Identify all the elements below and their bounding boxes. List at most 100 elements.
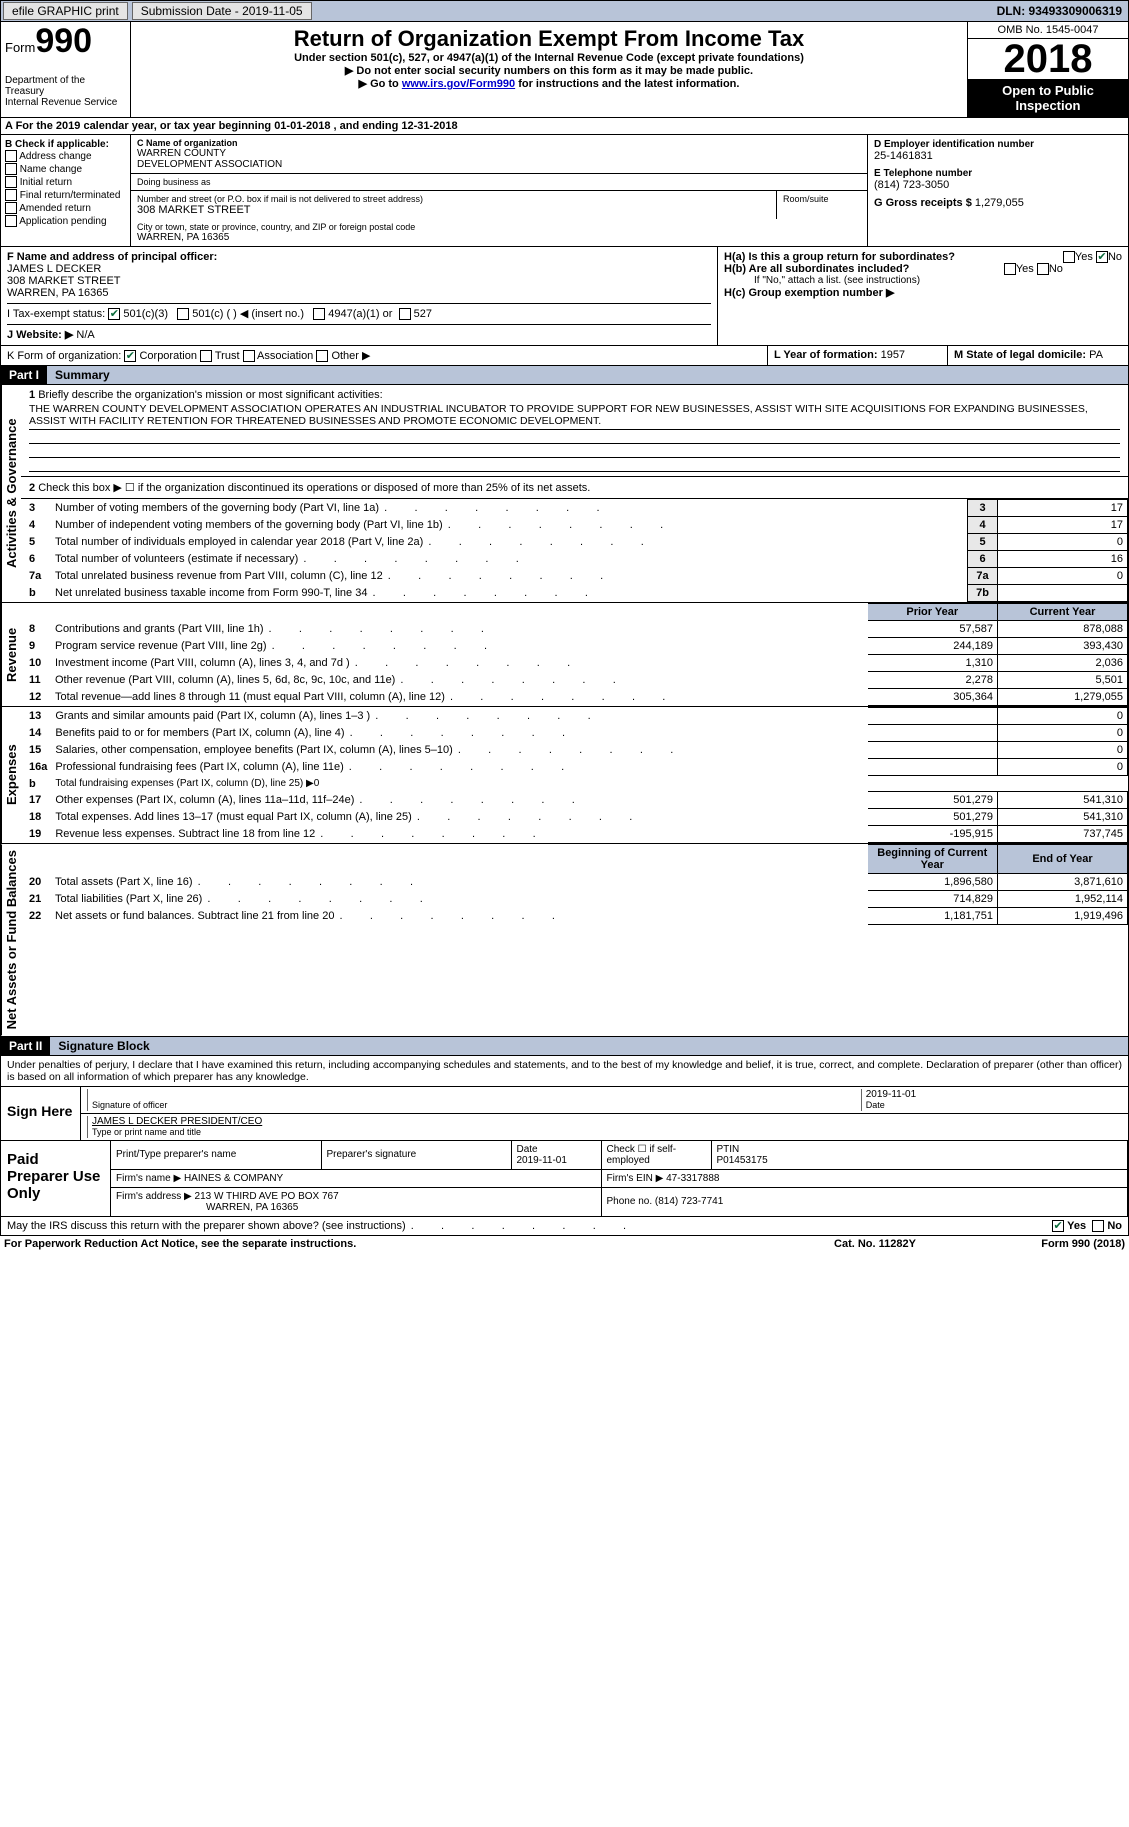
chk-name-change[interactable]: Name change	[5, 163, 126, 176]
chk-corporation[interactable]	[124, 350, 136, 362]
sign-here-block: Sign Here Signature of officer 2019-11-0…	[0, 1087, 1129, 1141]
cat-no: Cat. No. 11282Y	[785, 1238, 965, 1250]
footer-line: For Paperwork Reduction Act Notice, see …	[0, 1236, 1129, 1252]
city-label: City or town, state or province, country…	[137, 222, 861, 232]
discuss-no[interactable]	[1092, 1220, 1104, 1232]
part-i-bar: Part I Summary	[0, 366, 1129, 385]
part-ii-bar: Part II Signature Block	[0, 1037, 1129, 1056]
q1-num: 1	[29, 389, 35, 401]
summary-netassets: Net Assets or Fund Balances Beginning of…	[0, 844, 1129, 1036]
summary-label: Summary	[47, 366, 1128, 384]
efile-print-button[interactable]: efile GRAPHIC print	[3, 2, 128, 20]
form-ref: Form 990 (2018)	[965, 1238, 1125, 1250]
hb-label: H(b) Are all subordinates included?	[724, 263, 909, 275]
vlabel-expenses: Expenses	[1, 707, 21, 843]
part-i-label: Part I	[1, 366, 47, 384]
section-f: F Name and address of principal officer:…	[1, 247, 718, 345]
officer-name: JAMES L DECKER	[7, 263, 101, 275]
prep-date: Date2019-11-01	[511, 1141, 601, 1170]
dba-cell: Doing business as	[131, 174, 867, 191]
submission-date-button[interactable]: Submission Date - 2019-11-05	[132, 2, 312, 20]
perjury-statement: Under penalties of perjury, I declare th…	[0, 1056, 1129, 1087]
header-right: OMB No. 1545-0047 2018 Open to Public In…	[968, 22, 1128, 117]
blank-3	[29, 458, 1120, 472]
chk-final-return[interactable]: Final return/terminated	[5, 189, 126, 202]
instruction-line-2: ▶ Go to www.irs.gov/Form990 for instruct…	[135, 77, 963, 90]
firm-address: Firm's address ▶ 213 W THIRD AVE PO BOX …	[111, 1187, 601, 1216]
discuss-text: May the IRS discuss this return with the…	[7, 1220, 1052, 1232]
officer-addr: 308 MARKET STREET	[7, 275, 121, 287]
ha-yes[interactable]	[1063, 251, 1075, 263]
chk-4947[interactable]	[313, 308, 325, 320]
section-f-h: F Name and address of principal officer:…	[0, 247, 1129, 346]
irs-discuss-row: May the IRS discuss this return with the…	[0, 1217, 1129, 1236]
hb-no[interactable]	[1037, 263, 1049, 275]
summary-revenue: Revenue Prior YearCurrent Year8Contribut…	[0, 603, 1129, 707]
prep-signature: Preparer's signature	[321, 1141, 511, 1170]
section-l: L Year of formation: 1957	[768, 346, 948, 365]
q2-num: 2	[29, 482, 35, 494]
q2-text: Check this box ▶ ☐ if the organization d…	[38, 482, 590, 494]
officer-label: F Name and address of principal officer:	[7, 251, 217, 263]
vlabel-governance: Activities & Governance	[1, 385, 21, 602]
chk-address-change[interactable]: Address change	[5, 150, 126, 163]
revenue-table: Prior YearCurrent Year8Contributions and…	[21, 603, 1128, 706]
chk-501c3[interactable]	[108, 308, 120, 320]
header-left: Form990 Department of the Treasury Inter…	[1, 22, 131, 117]
q2-block: 2 Check this box ▶ ☐ if the organization…	[21, 477, 1128, 499]
org-name-label: C Name of organization	[137, 138, 861, 148]
section-d-e-g: D Employer identification number 25-1461…	[868, 135, 1128, 246]
gross-receipts-label: G Gross receipts $	[874, 197, 972, 209]
section-k-l-m: K Form of organization: Corporation Trus…	[0, 346, 1129, 366]
blank-1	[29, 430, 1120, 444]
officer-signature-field[interactable]: Signature of officer	[87, 1089, 861, 1111]
irs-label: Internal Revenue Service	[5, 97, 126, 108]
city-cell: City or town, state or province, country…	[131, 219, 867, 246]
dba-label: Doing business as	[137, 177, 861, 187]
hb-yes[interactable]	[1004, 263, 1016, 275]
q1-text: Briefly describe the organization's miss…	[38, 389, 382, 401]
discuss-yes[interactable]	[1052, 1220, 1064, 1232]
opt-527: 527	[414, 308, 432, 320]
phone-label: E Telephone number	[874, 168, 1122, 179]
form-number: Form990	[5, 26, 126, 57]
chk-application-pending[interactable]: Application pending	[5, 215, 126, 228]
section-b-title: B Check if applicable:	[5, 139, 109, 150]
city-value: WARREN, PA 16365	[137, 232, 861, 243]
section-c: C Name of organization WARREN COUNTY DEV…	[131, 135, 868, 246]
chk-trust[interactable]	[200, 350, 212, 362]
addr-label: Number and street (or P.O. box if mail i…	[137, 194, 770, 204]
year-formation: 1957	[881, 349, 905, 361]
chk-501c[interactable]	[177, 308, 189, 320]
netassets-table: Beginning of Current YearEnd of Year20To…	[21, 844, 1128, 925]
preparer-table: Print/Type preparer's name Preparer's si…	[111, 1141, 1128, 1216]
section-k: K Form of organization: Corporation Trus…	[1, 346, 768, 365]
prep-ptin: PTINP01453175	[711, 1141, 1128, 1170]
header-middle: Return of Organization Exempt From Incom…	[131, 22, 968, 117]
irs-form990-link[interactable]: www.irs.gov/Form990	[402, 78, 515, 90]
section-h: H(a) Is this a group return for subordin…	[718, 247, 1128, 345]
part-ii-label: Part II	[1, 1037, 50, 1055]
chk-association[interactable]	[243, 350, 255, 362]
phone-value: (814) 723-3050	[874, 179, 1122, 191]
goto-prefix: ▶ Go to	[359, 78, 402, 90]
ha-label: H(a) Is this a group return for subordin…	[724, 251, 955, 263]
section-g: G Gross receipts $ 1,279,055	[874, 197, 1122, 209]
opt-501c: 501(c) ( ) ◀ (insert no.)	[192, 308, 304, 320]
ha-no[interactable]	[1096, 251, 1108, 263]
section-j: J Website: ▶ N/A	[7, 324, 711, 341]
form-word: Form	[5, 40, 35, 55]
paid-preparer-label: Paid Preparer Use Only	[1, 1141, 111, 1216]
chk-other[interactable]	[316, 350, 328, 362]
chk-initial-return[interactable]: Initial return	[5, 176, 126, 189]
form-990-number: 990	[35, 22, 92, 60]
h-b: H(b) Are all subordinates included? Yes …	[724, 263, 1122, 275]
chk-527[interactable]	[399, 308, 411, 320]
mission-text: THE WARREN COUNTY DEVELOPMENT ASSOCIATIO…	[29, 401, 1120, 430]
ein-value: 25-1461831	[874, 150, 1122, 162]
chk-amended-return[interactable]: Amended return	[5, 202, 126, 215]
section-d: D Employer identification number 25-1461…	[874, 139, 1122, 162]
summary-governance: Activities & Governance 1 Briefly descri…	[0, 385, 1129, 603]
open-to-public: Open to Public Inspection	[968, 79, 1128, 117]
prep-self-employed[interactable]: Check ☐ if self-employed	[601, 1141, 711, 1170]
